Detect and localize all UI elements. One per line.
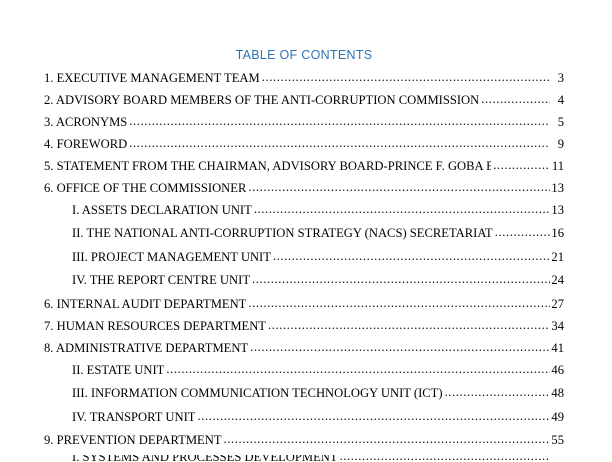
toc-leader-dots: [445, 386, 550, 399]
toc-entry[interactable]: 6. INTERNAL AUDIT DEPARTMENT 27: [44, 297, 564, 311]
toc-entry-label: 4. FOREWORD: [44, 136, 128, 151]
toc-entry[interactable]: 2. ADVISORY BOARD MEMBERS OF THE ANTI-CO…: [44, 93, 564, 107]
toc-entry[interactable]: I. ASSETS DECLARATION UNIT 13: [44, 203, 564, 217]
toc-entry-label: 1. EXECUTIVE MANAGEMENT TEAM: [44, 71, 260, 85]
toc-entry-label: 6. INTERNAL AUDIT DEPARTMENT: [44, 296, 247, 311]
toc-entry-label: 8. ADMINISTRATIVE DEPARTMENT: [44, 340, 249, 355]
toc-entry-label: I. ASSETS DECLARATION UNIT: [72, 202, 252, 217]
table-of-contents-list: 1. EXECUTIVE MANAGEMENT TEAM 3 2. ADVISO…: [44, 71, 564, 462]
toc-entry-label: III. INFORMATION COMMUNICATION TECHNOLOG…: [72, 386, 443, 401]
toc-entry-label: IV. THE REPORT CENTRE UNIT: [72, 273, 251, 288]
toc-leader-dots: [166, 363, 550, 376]
toc-leader-dots: [268, 319, 550, 332]
toc-entry-page: 11: [551, 158, 564, 173]
toc-entry-label: 5. STATEMENT FROM THE CHAIRMAN, ADVISORY…: [44, 158, 492, 173]
toc-entry-page: 55: [551, 433, 564, 447]
toc-entry-label: 9. PREVENTION DEPARTMENT: [44, 433, 222, 447]
toc-entry-label: IV. TRANSPORT UNIT: [72, 409, 196, 424]
toc-entry[interactable]: IV. THE REPORT CENTRE UNIT 24: [44, 273, 564, 287]
toc-entry-page: 4: [557, 92, 564, 107]
toc-leader-dots: [129, 137, 550, 150]
toc-entry-page: 3: [557, 71, 564, 85]
toc-leader-dots: [129, 115, 550, 128]
toc-entry-label: III. PROJECT MANAGEMENT UNIT: [72, 249, 271, 264]
page-title: TABLE OF CONTENTS: [235, 48, 373, 62]
toc-entry-page: 13: [551, 180, 564, 195]
toc-entry-label: II. ESTATE UNIT: [72, 362, 165, 377]
toc-entry[interactable]: 3. ACRONYMS 5: [44, 115, 564, 129]
toc-entry-page: 16: [551, 226, 564, 241]
toc-entry[interactable]: 6. OFFICE OF THE COMMISSIONER 13: [44, 181, 564, 195]
toc-entry-page: 21: [551, 249, 564, 264]
toc-leader-dots: [248, 297, 550, 310]
toc-leader-dots: [340, 455, 550, 462]
toc-entry[interactable]: II. THE NATIONAL ANTI-CORRUPTION STRATEG…: [44, 226, 564, 240]
toc-entry-page: 9: [557, 136, 564, 151]
toc-entry-label: 2. ADVISORY BOARD MEMBERS OF THE ANTI-CO…: [44, 92, 480, 107]
toc-entry-page: 13: [551, 202, 564, 217]
toc-entry-label: 3. ACRONYMS: [44, 114, 128, 129]
toc-leader-dots: [254, 203, 550, 216]
toc-leader-dots: [197, 410, 550, 423]
toc-entry[interactable]: III. PROJECT MANAGEMENT UNIT 21: [44, 250, 564, 264]
toc-leader-dots: [495, 226, 550, 239]
toc-leader-dots: [262, 71, 550, 84]
toc-leader-dots: [252, 273, 550, 286]
toc-entry[interactable]: I. SYSTEMS AND PROCESSES DEVELOPMENT: [44, 455, 564, 462]
toc-leader-dots: [248, 181, 550, 194]
toc-entry[interactable]: 1. EXECUTIVE MANAGEMENT TEAM 3: [44, 71, 564, 85]
toc-entry-label: II. THE NATIONAL ANTI-CORRUPTION STRATEG…: [72, 226, 493, 241]
toc-entry-page: 49: [551, 409, 564, 424]
toc-entry-page: 46: [551, 362, 564, 377]
toc-entry-page: 24: [551, 273, 564, 288]
toc-entry[interactable]: IV. TRANSPORT UNIT 49: [44, 410, 564, 424]
toc-leader-dots: [273, 250, 550, 263]
toc-entry-page: 5: [557, 114, 564, 129]
toc-entry-label: I. SYSTEMS AND PROCESSES DEVELOPMENT: [72, 454, 338, 462]
toc-entry[interactable]: 8. ADMINISTRATIVE DEPARTMENT 41: [44, 341, 564, 355]
toc-entry[interactable]: 5. STATEMENT FROM THE CHAIRMAN, ADVISORY…: [44, 159, 564, 173]
toc-entry-clipped-container: I. SYSTEMS AND PROCESSES DEVELOPMENT: [44, 455, 564, 462]
toc-entry[interactable]: III. INFORMATION COMMUNICATION TECHNOLOG…: [44, 386, 564, 400]
toc-leader-dots: [224, 433, 550, 446]
toc-entry-label: 7. HUMAN RESOURCES DEPARTMENT: [44, 318, 266, 333]
toc-entry[interactable]: 4. FOREWORD 9: [44, 137, 564, 151]
toc-entry-page: 41: [551, 340, 564, 355]
toc-leader-dots: [250, 341, 550, 354]
toc-entry-page: 34: [551, 318, 564, 333]
toc-entry[interactable]: 7. HUMAN RESOURCES DEPARTMENT 34: [44, 319, 564, 333]
toc-leader-dots: [493, 159, 550, 172]
toc-entry[interactable]: 9. PREVENTION DEPARTMENT 55: [44, 433, 564, 447]
toc-entry-page: 27: [551, 296, 564, 311]
toc-entry-page: 48: [551, 386, 564, 401]
toc-leader-dots: [481, 93, 550, 106]
toc-entry[interactable]: II. ESTATE UNIT 46: [44, 363, 564, 377]
toc-entry-label: 6. OFFICE OF THE COMMISSIONER: [44, 180, 247, 195]
